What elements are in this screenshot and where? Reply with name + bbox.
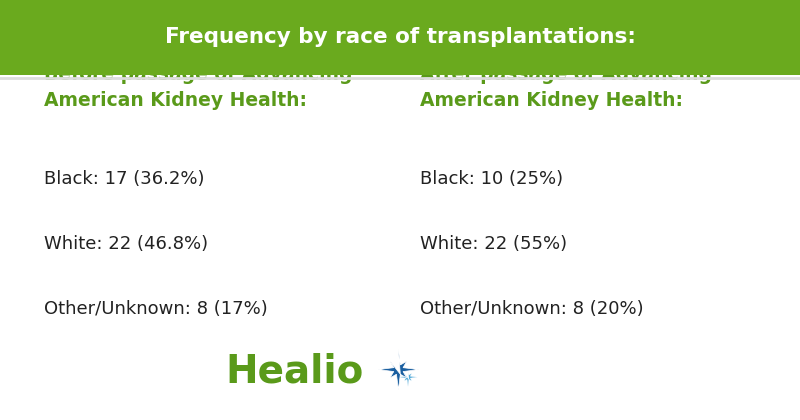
Text: Before passage of Advancing
American Kidney Health:: Before passage of Advancing American Kid… — [44, 65, 353, 110]
Text: Black: 10 (25%): Black: 10 (25%) — [420, 170, 563, 188]
FancyBboxPatch shape — [0, 0, 800, 75]
Text: Frequency by race of transplantations:: Frequency by race of transplantations: — [165, 27, 635, 47]
Text: Healio: Healio — [226, 353, 364, 391]
Text: Other/Unknown: 8 (17%): Other/Unknown: 8 (17%) — [44, 300, 268, 318]
Text: After passage of Advancing
American Kidney Health:: After passage of Advancing American Kidn… — [420, 65, 712, 110]
Text: Other/Unknown: 8 (20%): Other/Unknown: 8 (20%) — [420, 300, 644, 318]
Text: White: 22 (55%): White: 22 (55%) — [420, 235, 567, 253]
Text: White: 22 (46.8%): White: 22 (46.8%) — [44, 235, 208, 253]
Text: Black: 17 (36.2%): Black: 17 (36.2%) — [44, 170, 205, 188]
Polygon shape — [398, 368, 418, 386]
Polygon shape — [378, 349, 418, 390]
